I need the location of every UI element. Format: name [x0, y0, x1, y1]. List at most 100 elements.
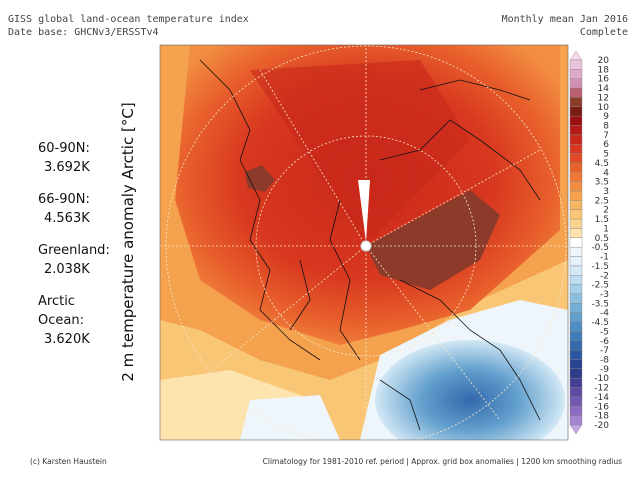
header-title: GISS global land-ocean temperature index	[8, 14, 249, 25]
colorbar-swatch	[569, 115, 583, 126]
colorbar-label: -2	[600, 271, 609, 281]
colorbar-swatch	[569, 172, 583, 182]
colorbar-label: -20	[594, 421, 609, 431]
colorbar-swatch	[569, 144, 583, 154]
colorbar: 201816141210987654.543.532.521.510.5-0.5…	[569, 50, 610, 435]
colorbar-swatch	[569, 265, 583, 276]
colorbar-swatch	[569, 293, 583, 304]
method-note: Climatology for 1981-2010 ref. period | …	[263, 457, 622, 466]
colorbar-swatch	[569, 218, 583, 229]
colorbar-label: -7	[600, 346, 609, 356]
colorbar-arrow	[569, 424, 583, 435]
colorbar-swatch	[569, 246, 583, 257]
colorbar-label: -3.5	[591, 299, 609, 309]
header-period: Monthly mean Jan 2016	[502, 14, 628, 25]
colorbar-swatch	[569, 396, 583, 407]
colorbar-swatch	[569, 284, 583, 295]
colorbar-label: -10	[594, 374, 609, 384]
colorbar-swatch	[569, 275, 583, 285]
colorbar-label: 3.5	[595, 178, 609, 188]
stats: 60-90N: 3.692K 66-90N: 4.563K Greenland: 2.03…	[38, 141, 110, 347]
colorbar-arrow	[569, 50, 583, 61]
colorbar-label: 9	[603, 112, 609, 122]
stat-value: 3.692K	[44, 160, 90, 175]
colorbar-label: -9	[600, 365, 609, 375]
colorbar-label: 0.5	[595, 234, 609, 244]
stat-label: Greenland:	[38, 243, 110, 258]
colorbar-label: 2	[603, 206, 609, 216]
colorbar-swatch	[569, 78, 583, 89]
stat-value: 3.620K	[44, 332, 90, 347]
credit: (c) Karsten Haustein	[30, 457, 107, 466]
colorbar-swatch	[569, 125, 583, 136]
colorbar-label: 1.5	[595, 215, 609, 225]
colorbar-label: 4	[603, 168, 609, 178]
colorbar-label: -1	[600, 253, 609, 263]
colorbar-label: -1.5	[591, 262, 609, 272]
colorbar-swatch	[569, 181, 583, 192]
colorbar-label: -2.5	[591, 281, 609, 291]
header-database: Date base: GHCNv3/ERSSTv4	[8, 27, 159, 38]
colorbar-label: -0.5	[591, 243, 609, 253]
stat-label: 66-90N:	[38, 192, 90, 207]
colorbar-swatch	[569, 415, 583, 426]
header-status: Complete	[580, 27, 628, 38]
stat-label: 60-90N:	[38, 141, 90, 156]
colorbar-swatch	[569, 162, 583, 173]
colorbar-swatch	[569, 349, 583, 360]
colorbar-swatch	[569, 106, 583, 117]
colorbar-label: 12	[598, 93, 609, 103]
colorbar-label: 6	[603, 140, 609, 150]
colorbar-label: 3	[603, 187, 609, 197]
colorbar-label: 20	[598, 56, 610, 66]
colorbar-swatch	[569, 209, 583, 220]
colorbar-label: -12	[594, 384, 609, 394]
colorbar-label: -14	[594, 393, 609, 403]
colorbar-swatch	[569, 200, 583, 210]
stat-label: Arctic	[38, 294, 75, 309]
colorbar-label: 4.5	[595, 159, 609, 169]
map	[160, 45, 568, 440]
colorbar-swatch	[569, 303, 583, 313]
colorbar-label: -16	[594, 402, 609, 412]
colorbar-swatch	[569, 368, 583, 379]
y-axis-label: 2 m temperature anomaly Arctic [°C]	[119, 102, 137, 381]
colorbar-label: 2.5	[595, 196, 609, 206]
stat-value: 4.563K	[44, 211, 90, 226]
colorbar-label: -4.5	[591, 318, 609, 328]
colorbar-label: -8	[600, 355, 609, 365]
colorbar-label: 8	[603, 122, 609, 132]
colorbar-swatch	[569, 312, 583, 323]
stat-value: 2.038K	[44, 262, 90, 277]
colorbar-swatch	[569, 359, 583, 370]
colorbar-swatch	[569, 331, 583, 341]
colorbar-swatch	[569, 87, 583, 98]
colorbar-swatch	[569, 153, 583, 164]
colorbar-swatch	[569, 256, 583, 267]
colorbar-label: -4	[600, 309, 609, 319]
colorbar-label: 7	[603, 131, 609, 141]
colorbar-swatch	[569, 97, 583, 107]
colorbar-swatch	[569, 237, 583, 248]
colorbar-label: 1	[603, 224, 609, 234]
colorbar-swatch	[569, 190, 583, 201]
colorbar-label: -6	[600, 337, 609, 347]
colorbar-swatch	[569, 378, 583, 388]
colorbar-swatch	[569, 59, 583, 70]
colorbar-label: 5	[603, 150, 609, 160]
colorbar-swatch	[569, 69, 583, 79]
colorbar-label: 10	[598, 103, 610, 113]
colorbar-swatch	[569, 387, 583, 398]
colorbar-label: 18	[598, 65, 610, 75]
colorbar-swatch	[569, 340, 583, 351]
colorbar-label: -18	[594, 412, 609, 422]
colorbar-label: -3	[600, 290, 609, 300]
stat-label: Ocean:	[38, 313, 84, 328]
colorbar-label: 16	[598, 75, 610, 85]
colorbar-swatch	[569, 228, 583, 239]
colorbar-swatch	[569, 321, 583, 332]
colorbar-label: 14	[598, 84, 610, 94]
colorbar-swatch	[569, 406, 583, 416]
colorbar-swatch	[569, 134, 583, 145]
